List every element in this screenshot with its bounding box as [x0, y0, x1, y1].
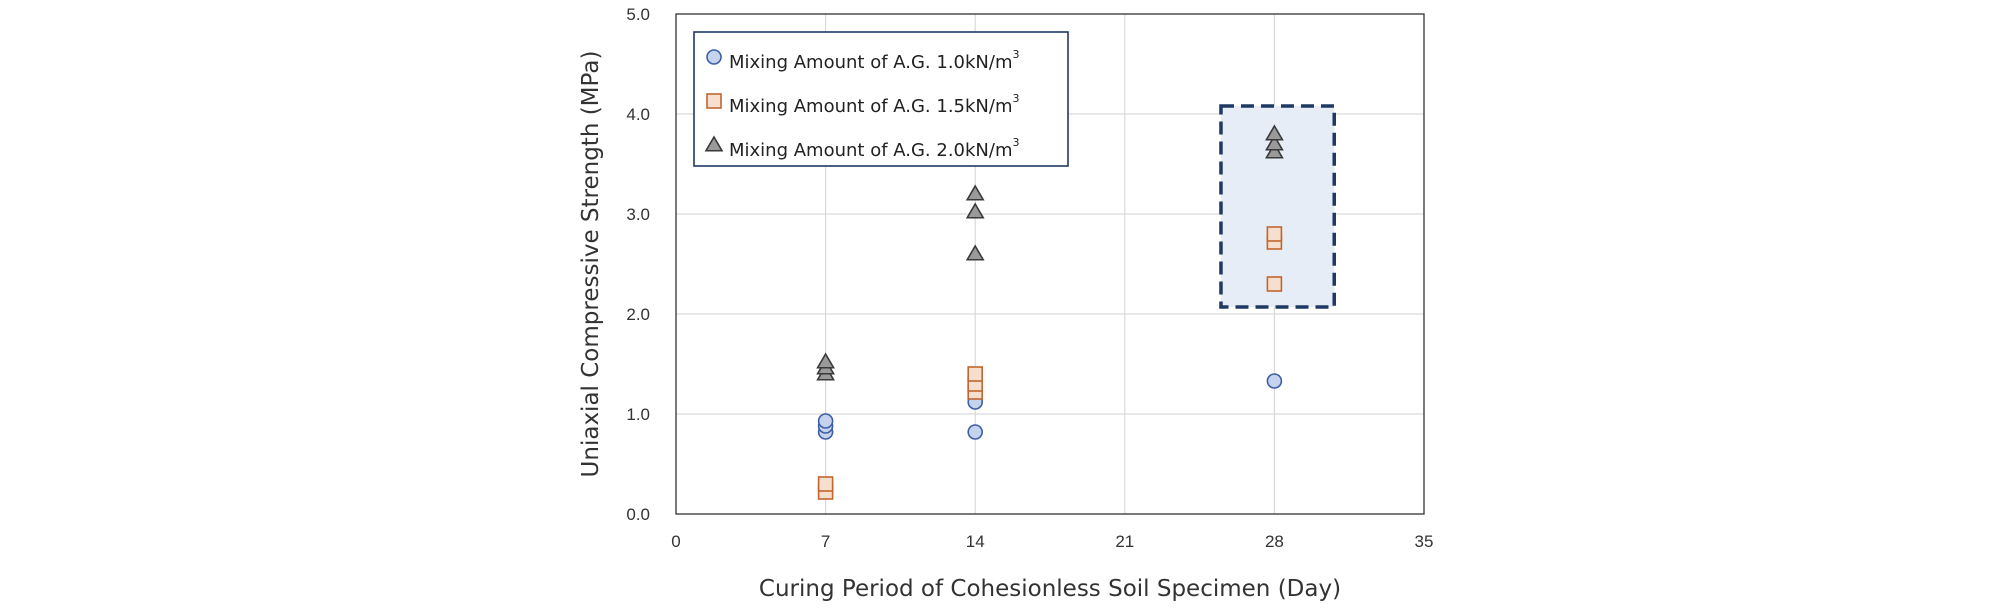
y-tick-label: 1.0	[626, 405, 650, 424]
data-point-square-2	[967, 366, 984, 382]
data-point-square-2	[1266, 276, 1283, 292]
x-tick-label: 14	[966, 532, 985, 551]
plot-frame	[675, 13, 1425, 515]
y-tick-label: 2.0	[626, 305, 650, 324]
x-tick-labels: 0 7 14 21 28 35	[671, 532, 1433, 551]
legend-label-superscript: 3	[1013, 136, 1020, 149]
y-tick-label: 4.0	[626, 105, 650, 124]
legend-box	[693, 31, 1069, 167]
legend-marker-circle	[706, 49, 722, 65]
x-tick-label: 35	[1415, 532, 1434, 551]
x-tick-label: 28	[1265, 532, 1284, 551]
data-point-triangle-3	[965, 202, 985, 219]
data-point-triangle-3	[1265, 124, 1284, 141]
y-tick-label: 3.0	[626, 205, 650, 224]
data-point-triangle-3	[816, 352, 835, 369]
legend-label: Mixing Amount of A.G. 1.0kN/m3	[729, 48, 1020, 73]
legend-label-superscript: 3	[1013, 92, 1020, 105]
data-point-triangle-3	[965, 244, 985, 261]
data-point-circle-1	[817, 413, 834, 429]
data-point-triangle-3	[965, 184, 985, 201]
data-point-square-2	[817, 476, 834, 492]
data-point-triangle-3	[1265, 142, 1284, 159]
data-points	[816, 124, 1284, 500]
legend-marker-square	[706, 93, 722, 109]
y-axis-title: Uniaxial Compressive Strength (MPa)	[578, 51, 604, 478]
legend: Mixing Amount of A.G. 1.0kN/m3 Mixing Amo…	[693, 31, 1069, 167]
y-tick-label: 0.0	[626, 505, 650, 524]
legend-label-superscript: 3	[1013, 48, 1020, 61]
legend-label: Mixing Amount of A.G. 2.0kN/m3	[729, 136, 1020, 161]
data-point-triangle-3	[1265, 134, 1284, 151]
x-tick-label: 0	[671, 532, 680, 551]
x-tick-label: 7	[821, 532, 830, 551]
y-tick-labels: 0.0 1.0 2.0 3.0 4.0 5.0	[626, 5, 650, 524]
legend-label: Mixing Amount of A.G. 1.5kN/m3	[729, 92, 1020, 117]
y-tick-label: 5.0	[626, 5, 650, 24]
x-tick-label: 21	[1115, 532, 1134, 551]
x-axis-title: Curing Period of Cohesionless Soil Speci…	[759, 576, 1341, 602]
data-point-circle-1	[967, 424, 984, 440]
data-point-square-2	[1266, 226, 1283, 242]
data-point-circle-1	[1266, 373, 1283, 389]
legend-marker-triangle	[704, 135, 724, 152]
